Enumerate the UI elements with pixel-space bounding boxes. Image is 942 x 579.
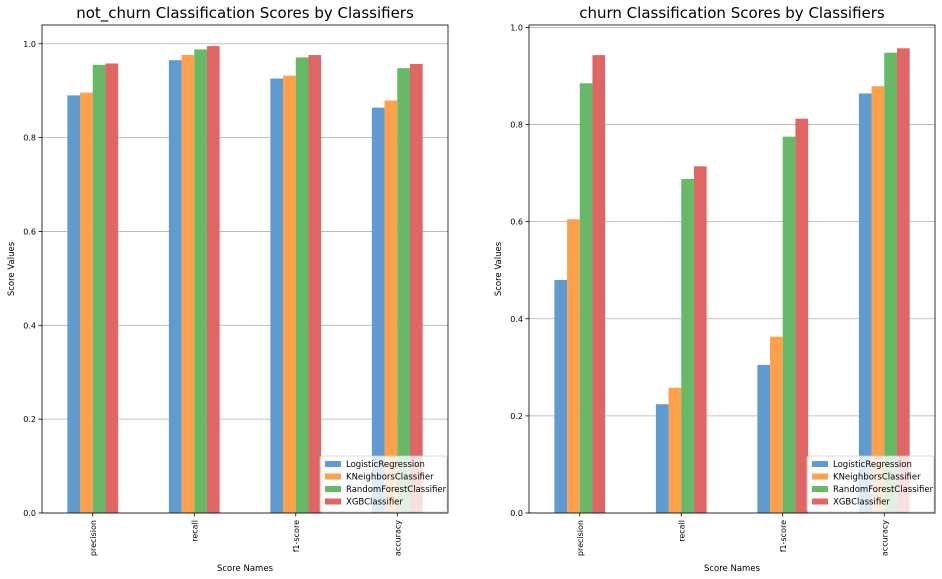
legend-swatch [325, 498, 341, 505]
legend-swatch [812, 486, 828, 492]
bar [884, 52, 897, 513]
bar [371, 107, 385, 513]
bar [206, 46, 220, 513]
legend-box [319, 455, 448, 513]
chart-title: not_churn Classification Scores by Class… [76, 4, 414, 23]
legend-label: KNeighborsClassifier [833, 473, 921, 483]
bar [592, 55, 606, 514]
chart-title: churn Classification Scores by Classifie… [579, 4, 885, 22]
bar [270, 78, 284, 513]
legend-swatch [325, 473, 341, 480]
bar [871, 86, 885, 513]
y-tick-label: 0.6 [23, 227, 36, 236]
bar [579, 83, 593, 514]
x-tick-label: f1-score [779, 520, 788, 552]
x-tick-label: accuracy [880, 520, 889, 556]
bar [80, 92, 93, 514]
bar [668, 387, 682, 513]
bar [92, 64, 106, 513]
x-axis-label: Score Names [217, 564, 274, 574]
bar [770, 336, 783, 513]
legend-swatch [812, 473, 828, 480]
bar [308, 55, 322, 514]
chart-churn: churn Classification Scores by Classifie… [494, 4, 936, 574]
y-tick-label: 0.0 [23, 509, 36, 518]
bar [397, 68, 410, 514]
bar [384, 100, 398, 514]
bar [67, 95, 81, 513]
y-tick-label: 0.0 [510, 509, 523, 518]
bar [858, 93, 872, 514]
bar [782, 136, 796, 514]
legend-swatch [812, 461, 828, 467]
legend-label: RandomForestClassifier [833, 485, 934, 495]
bar [896, 48, 910, 513]
bar [181, 55, 195, 514]
y-tick-label: 0.6 [510, 218, 523, 227]
chart-not-churn: not_churn Classification Scores by Class… [7, 4, 449, 574]
bar [655, 404, 669, 513]
plot-frame [528, 24, 936, 514]
legend-label: XGBClassifier [346, 498, 403, 508]
y-tick-label: 1.0 [23, 40, 36, 49]
bar [283, 75, 296, 513]
legend-swatch [325, 461, 341, 467]
y-tick-label: 0.4 [510, 315, 523, 324]
legend-box [806, 455, 935, 513]
legend: LogisticRegression KNeighborsClassifier Ra… [806, 455, 935, 513]
x-axis-label: Score Names [704, 564, 761, 574]
legend-label: RandomForestClassifier [346, 485, 447, 495]
legend: LogisticRegression KNeighborsClassifier Ra… [319, 455, 448, 513]
x-tick-label: f1-score [292, 520, 301, 552]
bar [757, 364, 771, 513]
x-tick-label: recall [677, 520, 686, 542]
y-tick-label: 0.2 [510, 412, 523, 421]
bar [567, 219, 580, 513]
legend-swatch [325, 486, 341, 492]
bar [409, 63, 423, 513]
bar [795, 118, 809, 513]
legend-swatch [812, 498, 828, 505]
bar [194, 49, 207, 514]
y-axis-label: Score Values [494, 241, 504, 296]
y-tick-label: 0.4 [23, 321, 36, 330]
legend-label: KNeighborsClassifier [346, 473, 434, 483]
legend-label: LogisticRegression [833, 460, 912, 470]
x-tick-label: accuracy [393, 520, 402, 556]
plot-frame [41, 24, 449, 514]
x-tick-label: precision [89, 520, 98, 556]
legend-label: XGBClassifier [833, 498, 890, 508]
y-tick-label: 1.0 [510, 23, 523, 32]
bar [693, 166, 707, 513]
bar [168, 60, 182, 513]
bar [681, 178, 694, 513]
legend-label: LogisticRegression [346, 460, 425, 470]
y-tick-label: 0.2 [23, 415, 36, 424]
y-axis-label: Score Values [7, 241, 17, 296]
y-tick-label: 0.8 [510, 121, 523, 130]
x-tick-label: recall [190, 520, 199, 542]
bar [105, 63, 119, 513]
bar [295, 57, 309, 513]
bar [554, 279, 568, 513]
x-tick-label: precision [576, 520, 585, 556]
y-tick-label: 0.8 [23, 134, 36, 143]
